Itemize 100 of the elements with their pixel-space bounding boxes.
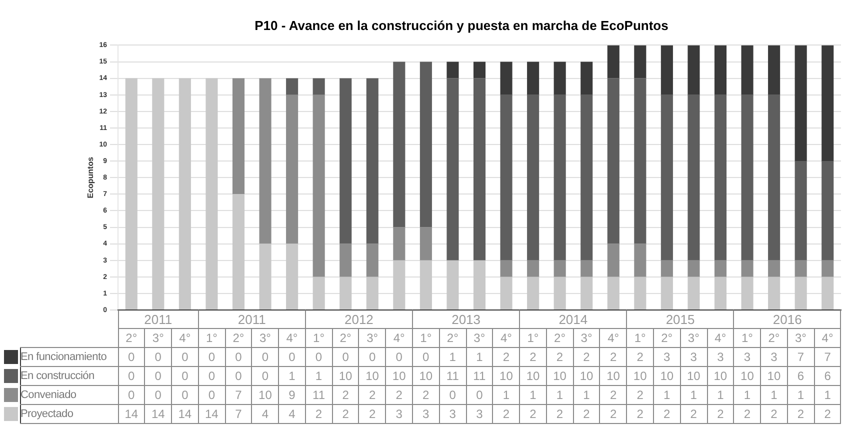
- bar: [822, 161, 834, 260]
- bar: [393, 260, 406, 310]
- bar: [714, 260, 727, 277]
- bar: [822, 276, 834, 310]
- data-label: 0: [118, 366, 145, 386]
- data-label: 14: [144, 404, 172, 424]
- data-label: 3: [466, 404, 493, 424]
- data-label: 1: [814, 386, 841, 404]
- text: 2011: [198, 310, 306, 328]
- data-label: 10: [332, 366, 359, 386]
- data-label: 2: [814, 404, 841, 424]
- bar: [259, 244, 272, 310]
- bar: [554, 276, 566, 310]
- bar: [366, 78, 378, 244]
- data-label: 0: [118, 386, 145, 404]
- data-label: 10: [252, 386, 279, 404]
- data-label: 3: [412, 404, 440, 424]
- data-label: 10: [600, 366, 627, 386]
- bar: [714, 276, 727, 310]
- data-label: 0: [172, 366, 198, 386]
- data-label: 11: [305, 386, 332, 404]
- data-label: 2: [332, 386, 359, 404]
- x-tick-label: 1°: [520, 328, 546, 348]
- bar: [822, 45, 834, 162]
- bar: [178, 78, 191, 310]
- bar: [741, 260, 754, 277]
- data-label: 3: [653, 348, 680, 366]
- data-label: 0: [466, 386, 493, 404]
- data-label: 2: [386, 386, 412, 404]
- data-label: 2: [626, 404, 654, 424]
- data-label: 9: [278, 386, 306, 404]
- bar: [688, 45, 700, 95]
- bar: [340, 276, 352, 310]
- data-label: 3: [680, 348, 708, 366]
- data-label: 3: [707, 348, 734, 366]
- data-label: 10: [653, 366, 680, 386]
- data-label: 0: [144, 386, 172, 404]
- x-tick-label: 2°: [118, 328, 145, 348]
- data-label: 0: [172, 386, 198, 404]
- x-tick-label: 3°: [466, 328, 493, 348]
- data-label: 0: [252, 366, 279, 386]
- data-label: 0: [198, 348, 226, 366]
- data-label: 4: [252, 404, 279, 424]
- bar: [822, 260, 834, 277]
- data-label: 2: [787, 404, 814, 424]
- x-tick-label: 4°: [707, 328, 734, 348]
- data-label: 0: [144, 366, 172, 386]
- chart-title: P10 - Avance en la construcción y puesta en marcha de EcoPuntos: [254, 18, 670, 33]
- bar: [232, 194, 245, 310]
- data-label: 6: [787, 366, 814, 386]
- data-label: 1: [653, 386, 680, 404]
- bar: [794, 161, 807, 260]
- bar: [420, 227, 432, 260]
- text: 2013: [412, 310, 520, 328]
- data-label: 10: [707, 366, 734, 386]
- data-label: 3: [386, 404, 412, 424]
- bar: [500, 62, 512, 95]
- x-tick-label: 3°: [358, 328, 386, 348]
- bar: [366, 244, 378, 277]
- data-label: 1: [787, 386, 814, 404]
- x-tick-label: 4°: [814, 328, 841, 348]
- data-label: 0: [386, 348, 412, 366]
- bar: [554, 94, 566, 260]
- bar: [688, 276, 700, 310]
- data-label: 10: [386, 366, 412, 386]
- data-label: 2: [707, 404, 734, 424]
- data-label: 7: [225, 404, 252, 424]
- bar: [768, 94, 780, 260]
- bar: [527, 94, 540, 260]
- data-label: 1: [760, 386, 788, 404]
- bar: [794, 45, 807, 162]
- bar: [527, 260, 540, 277]
- bar: [393, 227, 406, 260]
- data-label: 0: [252, 348, 279, 366]
- data-label: 0: [439, 386, 466, 404]
- x-tick-label: 3°: [144, 328, 172, 348]
- data-label: 2: [760, 404, 788, 424]
- data-label: 6: [814, 366, 841, 386]
- data-label: 10: [734, 366, 761, 386]
- bar: [500, 94, 512, 260]
- x-tick-label: 2°: [439, 328, 466, 348]
- bar: [580, 94, 593, 260]
- data-label: 1: [305, 366, 332, 386]
- legend-label: Proyectado: [20, 404, 118, 424]
- data-label: 2: [600, 348, 627, 366]
- bar: [607, 78, 620, 244]
- legend-label: Conveniado: [20, 386, 118, 404]
- data-label: 2: [546, 404, 574, 424]
- bar: [741, 45, 754, 95]
- data-label: 0: [198, 366, 226, 386]
- bar: [768, 260, 780, 277]
- bar: [473, 260, 486, 310]
- data-label: 0: [358, 348, 386, 366]
- bar: [634, 45, 646, 78]
- data-label: 10: [760, 366, 788, 386]
- bar: [607, 276, 620, 310]
- x-tick-label: 2°: [546, 328, 574, 348]
- data-label: 2: [734, 404, 761, 424]
- data-label: 2: [358, 404, 386, 424]
- x-tick-label: 4°: [172, 328, 198, 348]
